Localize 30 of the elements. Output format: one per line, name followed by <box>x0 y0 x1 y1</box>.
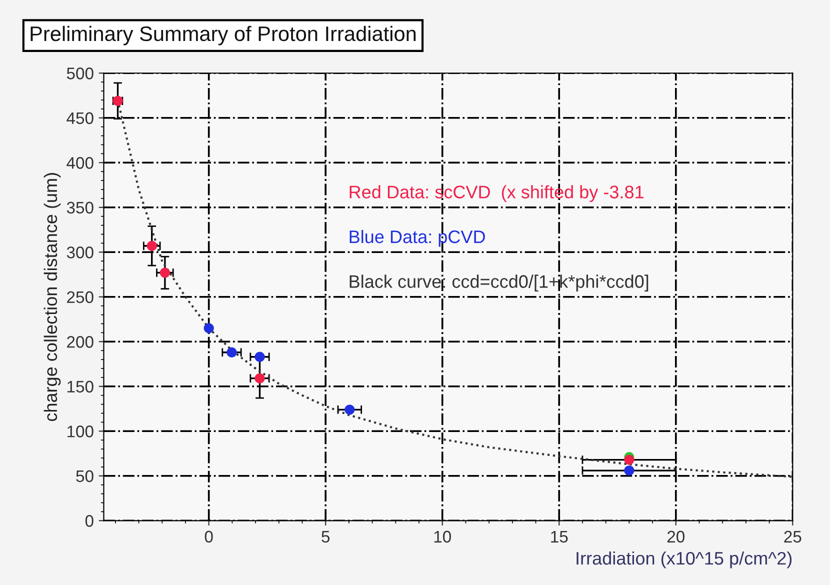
annotation: Blue Data: pCVD <box>350 230 485 247</box>
y-tick-label: 300 <box>66 246 94 258</box>
y-tick-label: 500 <box>66 68 94 80</box>
x-tick-label: 25 <box>784 530 802 543</box>
y-axis-title: charge collection distance (um) <box>44 173 61 422</box>
point <box>624 465 634 476</box>
x-tick-label: 15 <box>551 530 568 543</box>
point <box>624 454 634 465</box>
y-tick-label: 100 <box>67 426 94 438</box>
point <box>226 347 237 358</box>
point <box>254 352 265 362</box>
x-tick-label: 10 <box>434 530 451 543</box>
point <box>344 404 355 415</box>
x-tick-label: 0 <box>204 530 213 543</box>
x-tick-label: 5 <box>322 530 330 543</box>
y-tick-label: 350 <box>66 202 94 214</box>
y-tick-label: 450 <box>66 112 94 124</box>
y-tick-label: 200 <box>67 336 94 348</box>
point <box>204 323 214 334</box>
x-tick-label: 20 <box>667 530 685 543</box>
y-tick-label: 50 <box>76 470 94 482</box>
point <box>160 268 170 278</box>
chart-title: Preliminary Summary of Proton Irradiation <box>30 26 416 46</box>
x-axis-title: Irradiation (x10^15 p/cm^2) <box>576 551 792 568</box>
y-tick-label: 400 <box>66 157 94 169</box>
y-tick-label: 0 <box>85 515 94 527</box>
point <box>146 240 157 251</box>
y-tick-label: 150 <box>67 380 94 393</box>
y-tick-label: 250 <box>67 291 94 304</box>
point <box>254 373 265 384</box>
